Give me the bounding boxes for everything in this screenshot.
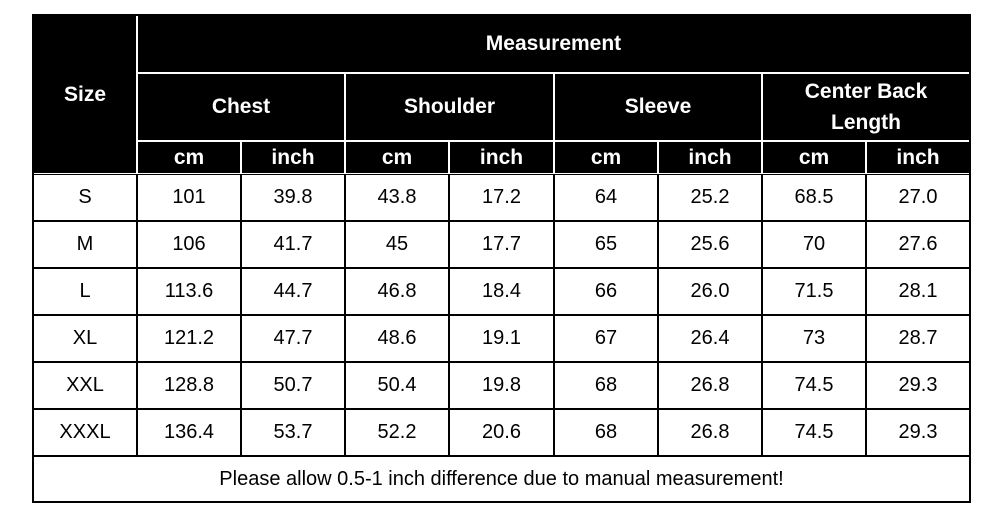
value-cell: 136.4: [137, 409, 241, 456]
value-cell: 66: [554, 268, 658, 315]
value-cell: 50.4: [345, 362, 449, 409]
value-cell: 39.8: [241, 174, 345, 221]
value-cell: 101: [137, 174, 241, 221]
value-cell: 41.7: [241, 221, 345, 268]
size-cell: S: [33, 174, 137, 221]
value-cell: 64: [554, 174, 658, 221]
group-header: Chest: [137, 73, 345, 141]
value-cell: 45: [345, 221, 449, 268]
value-cell: 50.7: [241, 362, 345, 409]
value-cell: 74.5: [762, 362, 866, 409]
value-cell: 19.1: [449, 315, 554, 362]
value-cell: 43.8: [345, 174, 449, 221]
value-cell: 121.2: [137, 315, 241, 362]
value-cell: 113.6: [137, 268, 241, 315]
measurement-header: Measurement: [137, 15, 970, 73]
value-cell: 28.7: [866, 315, 970, 362]
value-cell: 26.8: [658, 409, 762, 456]
value-cell: 18.4: [449, 268, 554, 315]
value-cell: 52.2: [345, 409, 449, 456]
value-cell: 106: [137, 221, 241, 268]
unit-header: inch: [449, 141, 554, 174]
unit-header: cm: [554, 141, 658, 174]
value-cell: 29.3: [866, 409, 970, 456]
value-cell: 68: [554, 409, 658, 456]
group-header: Shoulder: [345, 73, 554, 141]
value-cell: 17.7: [449, 221, 554, 268]
value-cell: 67: [554, 315, 658, 362]
unit-header: cm: [762, 141, 866, 174]
size-cell: L: [33, 268, 137, 315]
unit-header: inch: [866, 141, 970, 174]
value-cell: 48.6: [345, 315, 449, 362]
value-cell: 25.2: [658, 174, 762, 221]
unit-header: inch: [658, 141, 762, 174]
value-cell: 68: [554, 362, 658, 409]
value-cell: 25.6: [658, 221, 762, 268]
group-header: Center Back Length: [762, 73, 970, 141]
value-cell: 53.7: [241, 409, 345, 456]
value-cell: 128.8: [137, 362, 241, 409]
value-cell: 29.3: [866, 362, 970, 409]
value-cell: 73: [762, 315, 866, 362]
value-cell: 27.0: [866, 174, 970, 221]
value-cell: 26.8: [658, 362, 762, 409]
size-cell: XL: [33, 315, 137, 362]
value-cell: 46.8: [345, 268, 449, 315]
value-cell: 20.6: [449, 409, 554, 456]
value-cell: 65: [554, 221, 658, 268]
value-cell: 68.5: [762, 174, 866, 221]
value-cell: 71.5: [762, 268, 866, 315]
value-cell: 47.7: [241, 315, 345, 362]
value-cell: 19.8: [449, 362, 554, 409]
size-header: Size: [33, 15, 137, 174]
size-cell: XXL: [33, 362, 137, 409]
size-cell: M: [33, 221, 137, 268]
unit-header: cm: [345, 141, 449, 174]
value-cell: 44.7: [241, 268, 345, 315]
value-cell: 17.2: [449, 174, 554, 221]
value-cell: 74.5: [762, 409, 866, 456]
note: Please allow 0.5-1 inch difference due t…: [33, 456, 970, 502]
size-cell: XXXL: [33, 409, 137, 456]
unit-header: inch: [241, 141, 345, 174]
value-cell: 27.6: [866, 221, 970, 268]
value-cell: 70: [762, 221, 866, 268]
value-cell: 26.4: [658, 315, 762, 362]
group-header: Sleeve: [554, 73, 762, 141]
value-cell: 28.1: [866, 268, 970, 315]
unit-header: cm: [137, 141, 241, 174]
value-cell: 26.0: [658, 268, 762, 315]
